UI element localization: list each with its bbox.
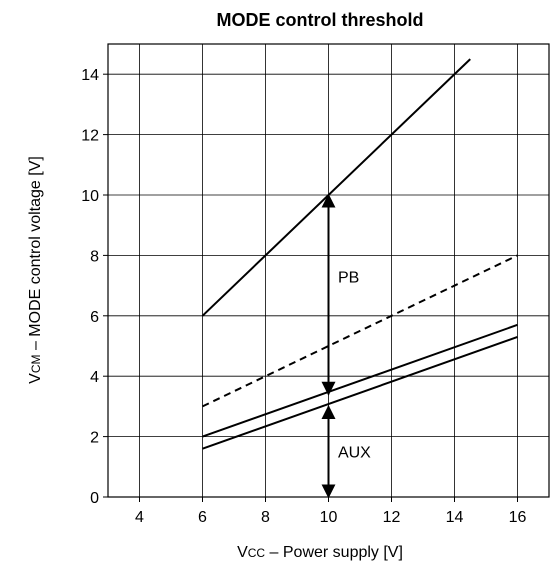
annotations: PB AUX	[338, 270, 371, 462]
y-tick-label: 12	[81, 128, 99, 145]
grid	[108, 44, 549, 497]
y-tick-label: 10	[81, 188, 99, 205]
x-tick-label: 14	[446, 509, 464, 526]
series-line-3	[202, 323, 518, 438]
chart-title: MODE control threshold	[217, 10, 424, 30]
y-axis-label: VCM – MODE control voltage [V]	[27, 156, 44, 384]
series	[201, 58, 518, 450]
x-tick-label: 10	[320, 509, 338, 526]
series-line-1	[201, 58, 471, 317]
annotation-aux: AUX	[338, 445, 371, 462]
y-tick-label: 6	[90, 309, 99, 326]
x-tick-label: 6	[198, 509, 207, 526]
y-tick-label: 8	[90, 248, 99, 265]
x-tick-label: 16	[509, 509, 527, 526]
x-axis-label: VCC – Power supply [V]	[237, 544, 403, 561]
x-tick-label: 12	[383, 509, 401, 526]
y-tick-label: 2	[90, 430, 99, 447]
annotation-pb: PB	[338, 270, 359, 287]
y-tick-label: 14	[81, 67, 99, 84]
y-tick-label: 0	[90, 490, 99, 507]
y-tick-label: 4	[90, 369, 99, 386]
series-line-4	[202, 335, 518, 450]
series-line-2	[202, 254, 518, 408]
x-tick-label: 4	[135, 509, 144, 526]
x-tick-label: 8	[261, 509, 270, 526]
ticks: 4 6 8 10 12 14 16 0 2 4 6 8 10 12 14	[81, 67, 526, 526]
